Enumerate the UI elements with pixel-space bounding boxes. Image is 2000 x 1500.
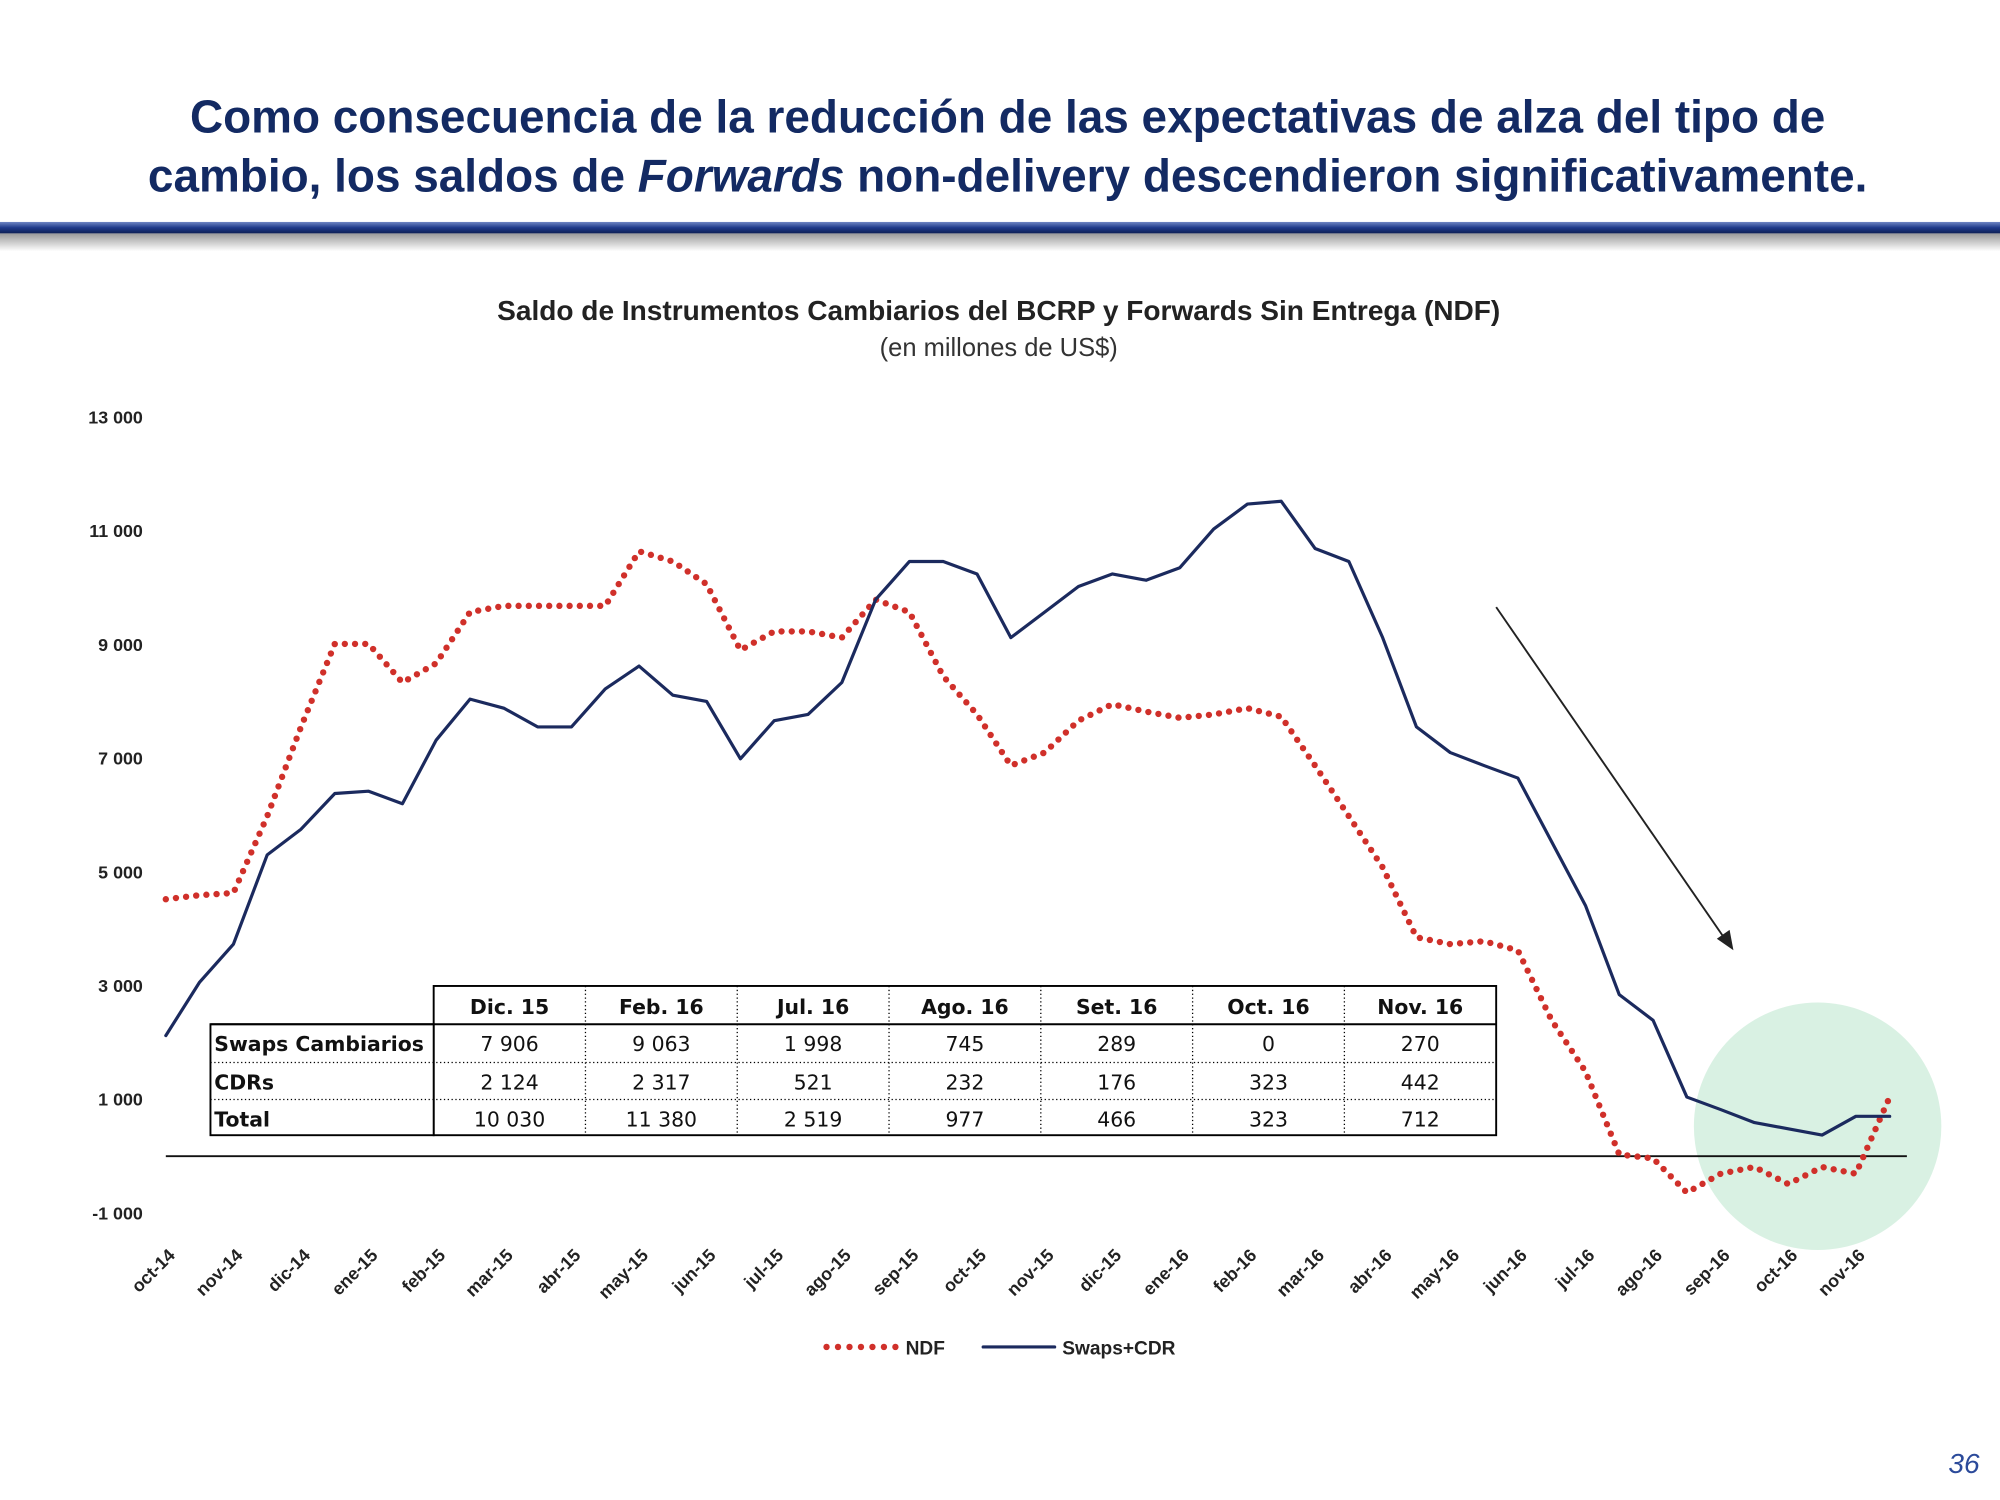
x-tick-label: jun-15 xyxy=(668,1245,720,1297)
table-row-label: CDRs xyxy=(214,1070,274,1094)
title-part: non-delivery descendieron significativam… xyxy=(844,149,1867,201)
title-part: Forwards xyxy=(638,149,845,201)
table-cell: 270 xyxy=(1401,1032,1440,1056)
x-tick-label: jun-16 xyxy=(1479,1245,1531,1297)
x-tick-label: oct-16 xyxy=(1750,1245,1801,1296)
table-cell: 2 317 xyxy=(632,1070,690,1094)
x-tick-label: dic-15 xyxy=(1075,1245,1126,1296)
table-cell: 289 xyxy=(1097,1032,1136,1056)
table-cell: 712 xyxy=(1401,1107,1440,1131)
chart-title: Saldo de Instrumentos Cambiarios del BCR… xyxy=(497,295,1500,326)
x-tick-label: ene-16 xyxy=(1139,1245,1193,1299)
table-cell: 323 xyxy=(1249,1107,1288,1131)
x-tick-label: nov-15 xyxy=(1003,1245,1058,1300)
table-cell: 2 519 xyxy=(784,1107,842,1131)
x-tick-label: feb-16 xyxy=(1209,1245,1260,1296)
y-tick-label: 1 000 xyxy=(98,1090,143,1110)
x-tick-label: nov-16 xyxy=(1814,1245,1869,1300)
table-cell: 2 124 xyxy=(480,1070,538,1094)
y-tick-label: -1 000 xyxy=(92,1203,143,1223)
slide-header: Como consecuencia de la reducción de las… xyxy=(0,91,2000,252)
x-tick-label: mar-15 xyxy=(461,1245,517,1301)
legend: NDF Swaps+CDR xyxy=(823,1339,1176,1360)
x-tick-label: ago-15 xyxy=(800,1245,855,1300)
x-tick-label: sep-15 xyxy=(868,1245,922,1299)
series-line xyxy=(162,548,1893,1196)
table-row-label: Swaps Cambiarios xyxy=(214,1032,424,1056)
table-header: Nov. 16 xyxy=(1377,995,1463,1019)
table-cell: 7 906 xyxy=(480,1032,538,1056)
summary-table: Dic. 15 Feb. 16 Jul. 16 Ago. 16 Set. 16 Oct. … xyxy=(209,985,1498,1137)
x-tick-label: jul-16 xyxy=(1551,1245,1599,1293)
page-number: 36 xyxy=(1948,1448,1980,1479)
x-tick-label: mar-16 xyxy=(1273,1245,1329,1301)
series-line xyxy=(164,499,1892,1137)
title-line: Como consecuencia de la reducción de las… xyxy=(190,91,1825,143)
legend-label: NDF xyxy=(906,1339,945,1360)
chart-subtitle: (en millones de US$) xyxy=(880,334,1118,362)
x-tick-label: may-15 xyxy=(594,1245,652,1303)
table-cell: 9 063 xyxy=(632,1032,690,1056)
table-header: Set. 16 xyxy=(1076,995,1157,1019)
x-tick-label: oct-15 xyxy=(939,1245,990,1296)
table-cell: 232 xyxy=(945,1070,984,1094)
table-frame xyxy=(209,1023,435,1137)
x-tick-label: dic-14 xyxy=(263,1245,314,1296)
table-header: Dic. 15 xyxy=(470,995,549,1019)
legend-label: Swaps+CDR xyxy=(1062,1339,1175,1360)
x-tick-label: ene-15 xyxy=(328,1245,382,1299)
table-cell: 10 030 xyxy=(474,1107,545,1131)
table-header: Oct. 16 xyxy=(1227,995,1309,1019)
table-header: Ago. 16 xyxy=(921,995,1009,1019)
table-cell: 323 xyxy=(1249,1070,1288,1094)
table-cell: 1 998 xyxy=(784,1032,842,1056)
x-tick-label: sep-16 xyxy=(1680,1245,1734,1299)
table-row-label: Total xyxy=(214,1107,270,1131)
title-part: cambio, los saldos de xyxy=(148,149,638,201)
x-tick-label: oct-14 xyxy=(128,1245,179,1296)
x-tick-label: abr-16 xyxy=(1344,1245,1396,1297)
table-cell: 745 xyxy=(945,1032,984,1056)
x-tick-label: ago-16 xyxy=(1611,1245,1666,1300)
y-tick-label: 11 000 xyxy=(89,521,143,541)
table-frame xyxy=(432,985,1498,1137)
x-tick-label: abr-15 xyxy=(532,1245,584,1297)
highlight-circle xyxy=(1693,1002,1942,1250)
table-header: Jul. 16 xyxy=(775,995,849,1019)
table-cell: 11 380 xyxy=(626,1107,697,1131)
table-cell: 521 xyxy=(794,1070,833,1094)
table-cell: 466 xyxy=(1097,1107,1136,1131)
table-cell: 176 xyxy=(1097,1070,1136,1094)
x-tick-label: jul-15 xyxy=(739,1245,787,1293)
arrow-head xyxy=(1716,929,1734,951)
title-line: cambio, los saldos de Forwards non-deliv… xyxy=(148,149,1867,201)
table-cell: 977 xyxy=(945,1107,984,1131)
y-tick-label: 5 000 xyxy=(98,862,143,882)
y-tick-label: 3 000 xyxy=(98,976,143,996)
y-tick-label: 7 000 xyxy=(98,749,143,769)
table-header: Feb. 16 xyxy=(619,995,704,1019)
y-tick-label: 13 000 xyxy=(88,407,143,427)
y-tick-label: 9 000 xyxy=(98,635,143,655)
x-tick-label: feb-15 xyxy=(398,1245,449,1296)
x-tick-label: nov-14 xyxy=(192,1245,247,1300)
plot: -1 000 1 000 3 000 5 000 7 000 9 000 11 000 13 … xyxy=(88,407,1907,1303)
header-rule xyxy=(0,221,2000,234)
x-tick-label: may-16 xyxy=(1406,1245,1464,1303)
header-shadow xyxy=(0,233,2000,252)
trend-arrow xyxy=(1495,606,1730,945)
table-cell: 0 xyxy=(1262,1032,1275,1056)
table-cell: 442 xyxy=(1401,1070,1440,1094)
